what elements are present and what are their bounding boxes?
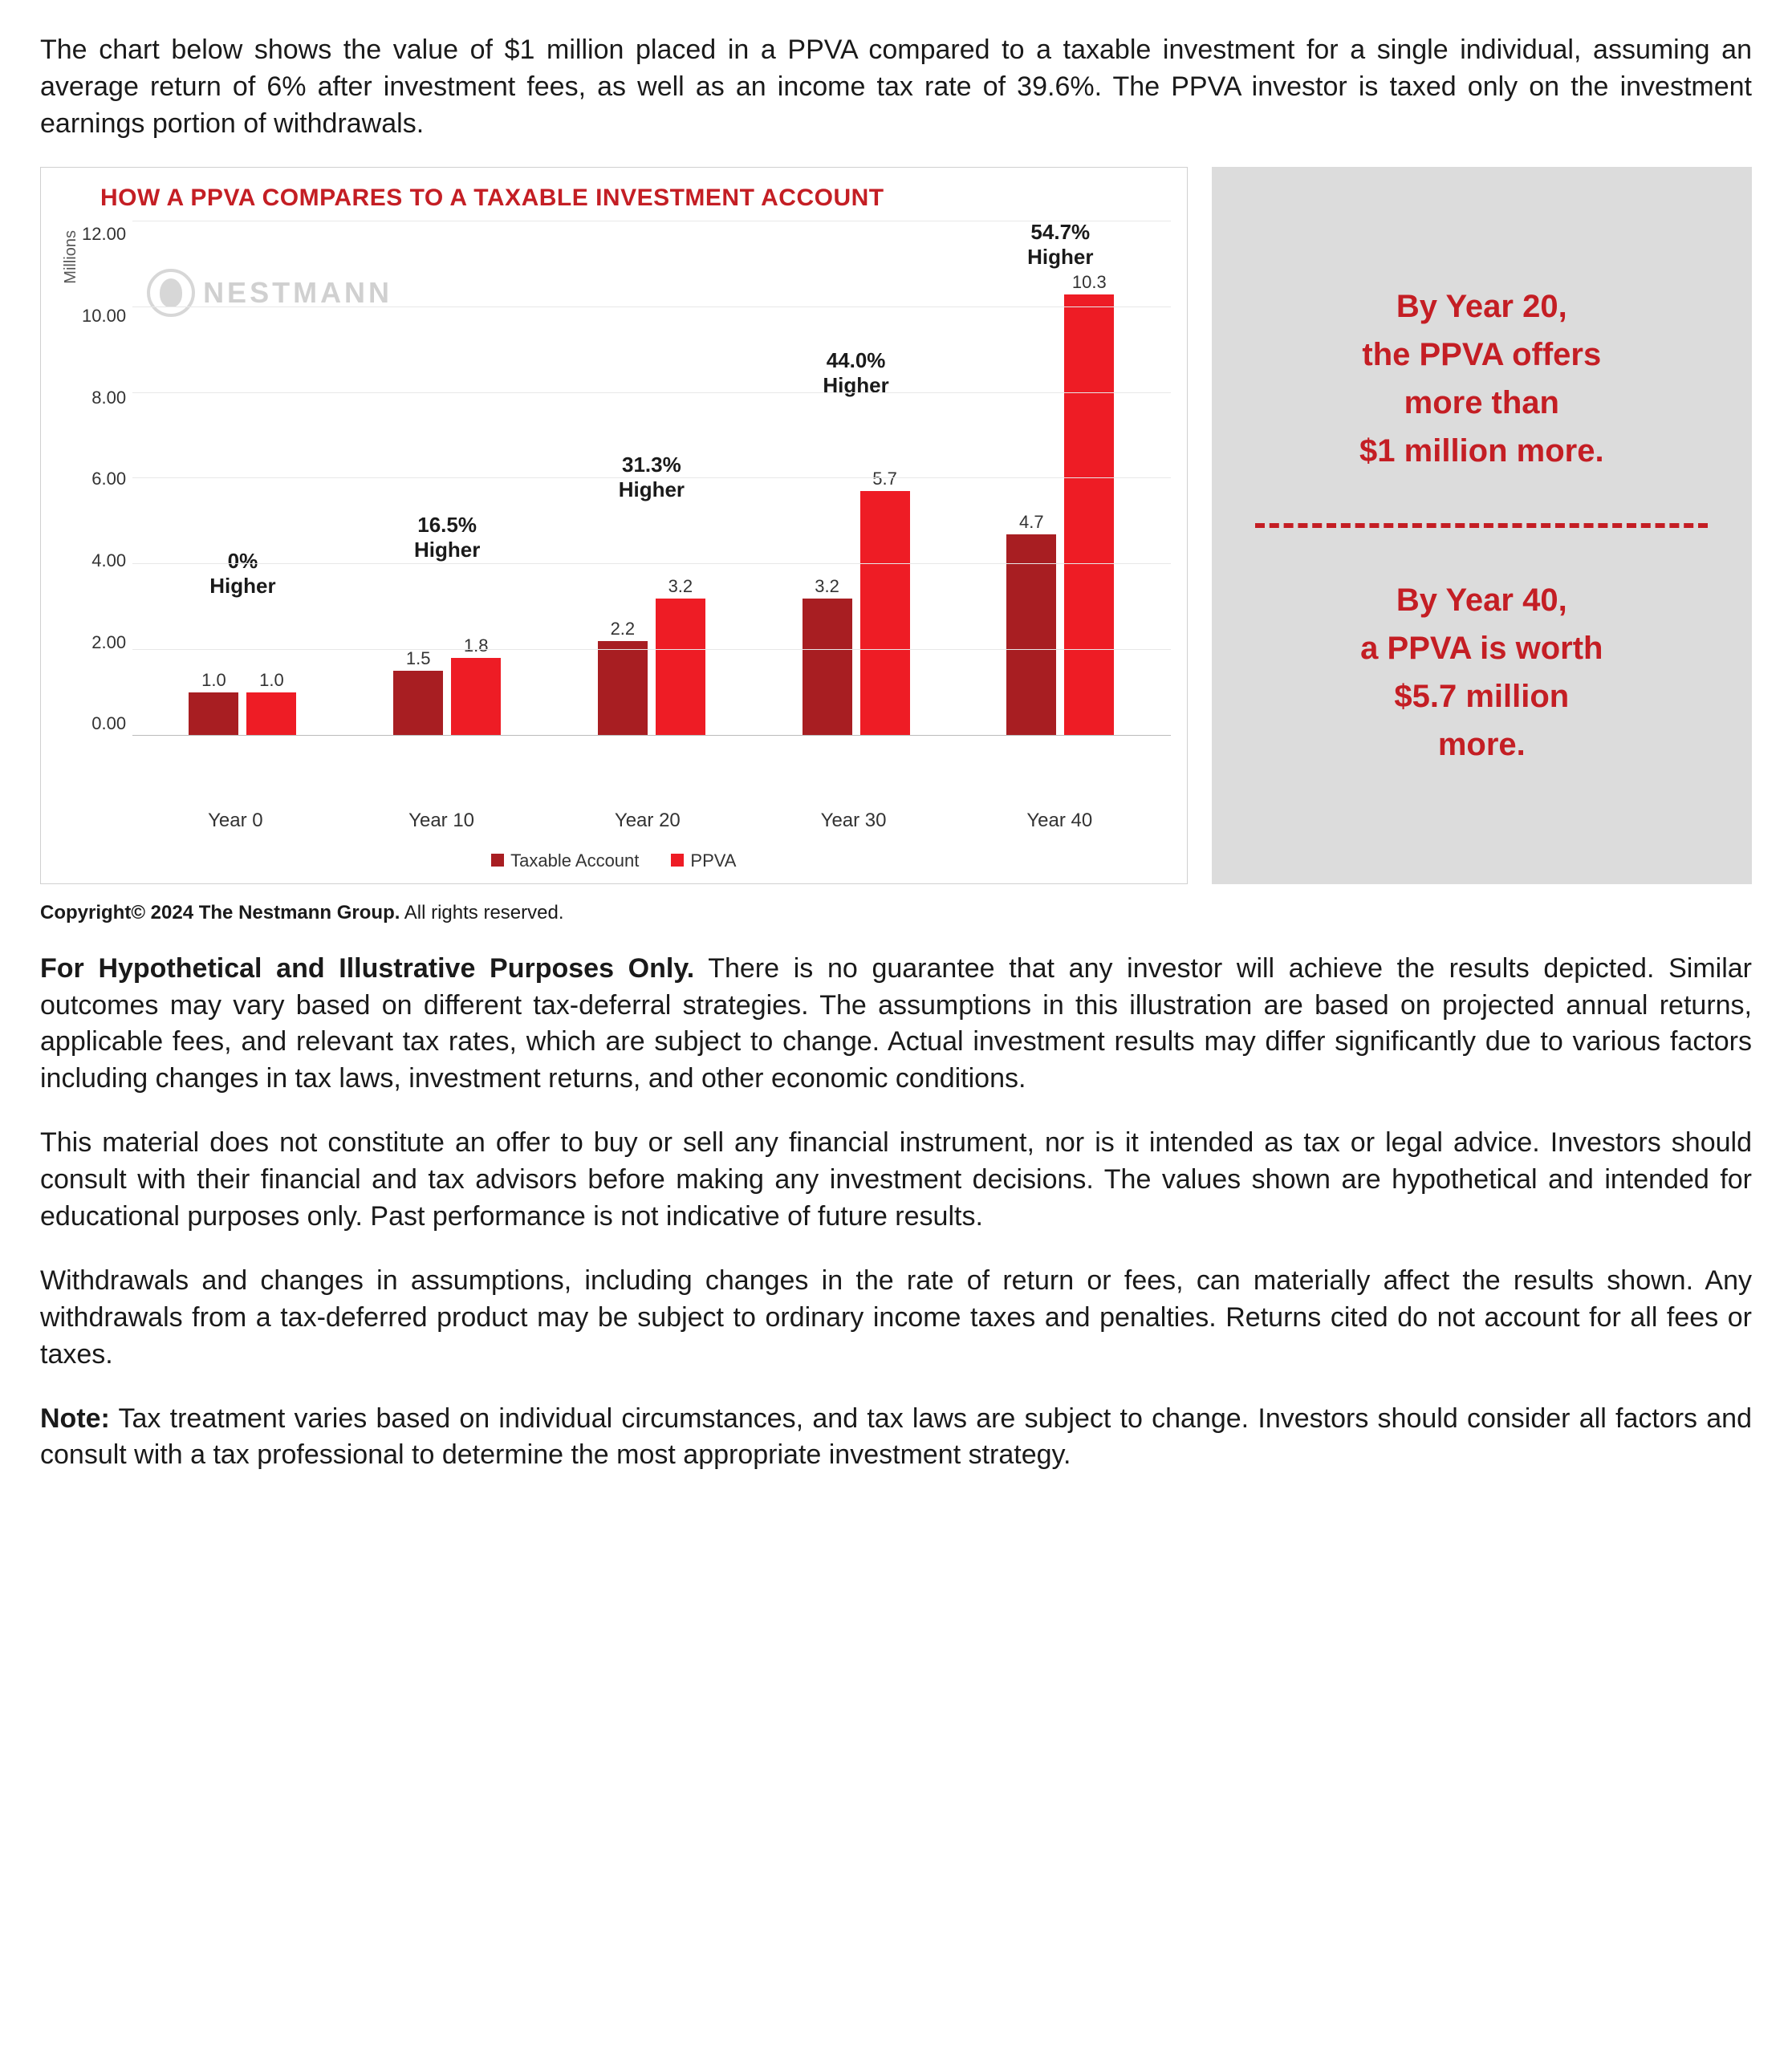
gridline: [132, 306, 1171, 307]
legend-label-taxable: Taxable Account: [510, 849, 639, 873]
bar-taxable: 2.2: [598, 641, 648, 735]
bar-value-label: 1.0: [189, 668, 238, 692]
callout-text: $5.7 million: [1394, 679, 1569, 714]
chart-title: HOW A PPVA COMPARES TO A TAXABLE INVESTM…: [100, 182, 1171, 215]
legend-item-taxable: Taxable Account: [491, 849, 639, 873]
bar-pair: 1.01.0: [189, 692, 296, 735]
copyright-rest: All rights reserved.: [400, 902, 563, 923]
disclaimer-p1: For Hypothetical and Illustrative Purpos…: [40, 951, 1752, 1098]
callout-text: a PPVA is worth: [1360, 631, 1603, 666]
percent-higher-annotation: 16.5%Higher: [345, 513, 550, 562]
bar-ppva: 10.3: [1064, 294, 1114, 735]
y-axis-label: Millions: [57, 222, 82, 284]
legend-swatch-taxable: [491, 854, 504, 867]
x-tick-label: Year 20: [544, 808, 750, 834]
disclaimer-p4-bold: Note:: [40, 1403, 110, 1434]
bar-value-label: 1.8: [451, 634, 501, 658]
callout-text: the PPVA offers: [1362, 337, 1601, 372]
callout-text: more than: [1404, 385, 1559, 420]
bar-pair: 4.710.3: [1006, 294, 1114, 735]
legend-item-ppva: PPVA: [671, 849, 736, 873]
x-axis-labels: Year 0Year 10Year 20Year 30Year 40: [124, 800, 1171, 834]
percent-higher-annotation: 0%Higher: [140, 549, 345, 599]
copyright-line: Copyright© 2024 The Nestmann Group. All …: [40, 900, 1752, 926]
bar-taxable: 1.0: [189, 692, 238, 735]
content-row: HOW A PPVA COMPARES TO A TAXABLE INVESTM…: [40, 167, 1752, 885]
bar-taxable: 3.2: [803, 599, 852, 736]
callout-text: By Year 40,: [1396, 583, 1567, 618]
bar-value-label: 1.0: [246, 668, 296, 692]
gridline: [132, 392, 1171, 393]
callout-text: more.: [1438, 727, 1526, 762]
gridline: [132, 477, 1171, 478]
disclaimer-block: For Hypothetical and Illustrative Purpos…: [40, 951, 1752, 1475]
bar-ppva: 1.0: [246, 692, 296, 735]
bar-value-label: 10.3: [1064, 270, 1114, 294]
disclaimer-p4-text: Tax treatment varies based on individual…: [40, 1403, 1752, 1471]
copyright-bold: Copyright© 2024 The Nestmann Group.: [40, 902, 400, 923]
y-tick-label: 8.00: [91, 386, 126, 410]
x-tick-label: Year 0: [132, 808, 339, 834]
plot-area: NESTMANN 0%Higher1.01.016.5%Higher1.51.8…: [132, 222, 1171, 736]
bar-ppva: 5.7: [860, 491, 910, 735]
bar-value-label: 3.2: [656, 574, 705, 599]
bar-pair: 3.25.7: [803, 491, 910, 735]
chart-area: Millions 12.0010.008.006.004.002.000.00 …: [57, 222, 1171, 800]
bar-ppva: 3.2: [656, 599, 705, 736]
x-tick-label: Year 10: [339, 808, 545, 834]
x-tick-label: Year 30: [750, 808, 957, 834]
chart-container: HOW A PPVA COMPARES TO A TAXABLE INVESTM…: [40, 167, 1188, 885]
y-axis-ticks: 12.00 10.00 8.00 6.00 4.00 2.00 0.00: [82, 222, 132, 736]
disclaimer-p4: Note: Tax treatment varies based on indi…: [40, 1401, 1752, 1475]
bar-group: 54.7%Higher4.710.3: [958, 294, 1163, 735]
percent-higher-annotation: 44.0%Higher: [754, 348, 958, 398]
legend-label-ppva: PPVA: [690, 849, 736, 873]
y-tick-label: 10.00: [82, 304, 126, 328]
bar-group: 16.5%Higher1.51.8: [345, 658, 550, 735]
bar-group: 31.3%Higher2.23.2: [550, 599, 754, 736]
bar-value-label: 1.5: [393, 647, 443, 671]
legend-swatch-ppva: [671, 854, 684, 867]
intro-paragraph: The chart below shows the value of $1 mi…: [40, 32, 1752, 143]
chart-legend: Taxable Account PPVA: [57, 849, 1171, 873]
callout-1: By Year 20, the PPVA offers more than $1…: [1359, 282, 1604, 475]
bar-value-label: 5.7: [860, 467, 910, 491]
bar-value-label: 4.7: [1006, 510, 1056, 534]
bar-taxable: 1.5: [393, 671, 443, 735]
disclaimer-p3: Withdrawals and changes in assumptions, …: [40, 1263, 1752, 1374]
callout-text: $1 million more.: [1359, 433, 1604, 469]
x-tick-label: Year 40: [957, 808, 1163, 834]
bar-group: 44.0%Higher3.25.7: [754, 491, 958, 735]
callout-2: By Year 40, a PPVA is worth $5.7 million…: [1360, 576, 1603, 769]
bar-ppva: 1.8: [451, 658, 501, 735]
gridline: [132, 649, 1171, 650]
bar-groups: 0%Higher1.01.016.5%Higher1.51.831.3%High…: [132, 222, 1171, 735]
bar-taxable: 4.7: [1006, 534, 1056, 736]
bar-pair: 2.23.2: [598, 599, 705, 736]
y-tick-label: 12.00: [82, 222, 126, 246]
y-tick-label: 4.00: [91, 549, 126, 573]
callout-divider: [1255, 523, 1708, 528]
callout-box: By Year 20, the PPVA offers more than $1…: [1212, 167, 1752, 885]
disclaimer-p2: This material does not constitute an off…: [40, 1125, 1752, 1236]
gridline: [132, 563, 1171, 564]
bar-pair: 1.51.8: [393, 658, 501, 735]
bar-value-label: 2.2: [598, 617, 648, 641]
disclaimer-p1-bold: For Hypothetical and Illustrative Purpos…: [40, 953, 694, 984]
callout-text: By Year 20,: [1396, 289, 1567, 324]
y-tick-label: 0.00: [91, 712, 126, 736]
bar-value-label: 3.2: [803, 574, 852, 599]
percent-higher-annotation: 54.7%Higher: [958, 220, 1163, 270]
y-tick-label: 2.00: [91, 631, 126, 655]
y-tick-label: 6.00: [91, 467, 126, 491]
bar-group: 0%Higher1.01.0: [140, 692, 345, 735]
